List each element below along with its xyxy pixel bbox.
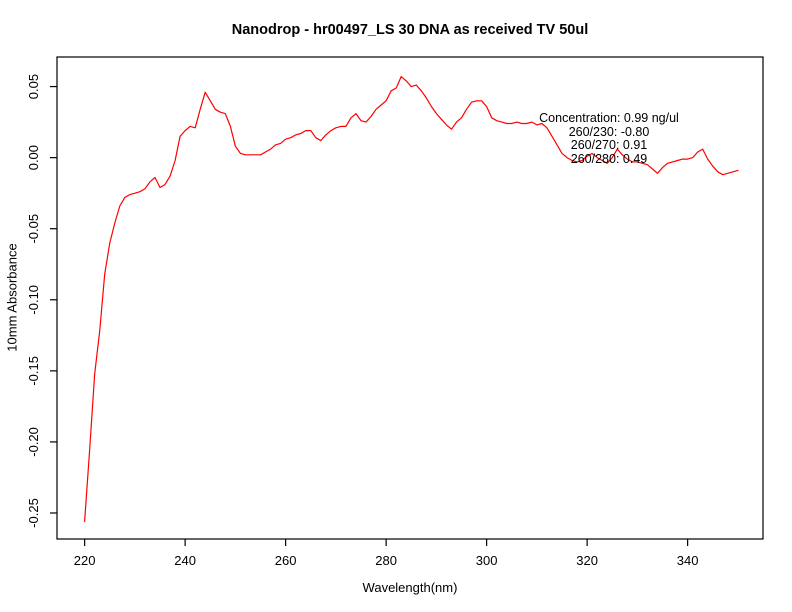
annotation-line-260-230: 260/230: -0.80 xyxy=(568,124,650,139)
plot-frame xyxy=(56,56,764,540)
x-tick-label: 280 xyxy=(375,553,397,568)
x-tick-label: 240 xyxy=(174,553,196,568)
y-tick-label: -0.10 xyxy=(26,285,41,315)
x-tick-label: 300 xyxy=(476,553,498,568)
y-axis-label: 10mm Absorbance xyxy=(4,243,20,352)
x-tick-label: 320 xyxy=(576,553,598,568)
y-tick-label: -0.25 xyxy=(26,498,41,528)
y-tick-label: -0.05 xyxy=(26,214,41,244)
x-tick-label: 340 xyxy=(677,553,699,568)
spectrum-curve xyxy=(83,75,739,523)
annotation-line-260-280: 260/280: 0.49 xyxy=(570,151,648,166)
y-tick-label: 0.05 xyxy=(26,74,41,99)
annotation-line-260-270: 260/270: 0.91 xyxy=(570,138,648,152)
measurement-annotation: Concentration: 0.99 ng/ul 260/230: -0.80… xyxy=(539,111,679,166)
annotation-line-concentration: Concentration: 0.99 ng/ul xyxy=(539,111,679,125)
y-tick-label: -0.15 xyxy=(26,356,41,386)
chart-title: Nanodrop - hr00497_LS 30 DNA as received… xyxy=(231,22,589,38)
y-tick-label: -0.20 xyxy=(26,427,41,457)
y-tick-label: 0.00 xyxy=(26,145,41,170)
x-axis-label: Wavelength(nm) xyxy=(362,580,458,595)
x-tick-label: 220 xyxy=(74,553,96,568)
x-tick-label: 260 xyxy=(275,553,297,568)
